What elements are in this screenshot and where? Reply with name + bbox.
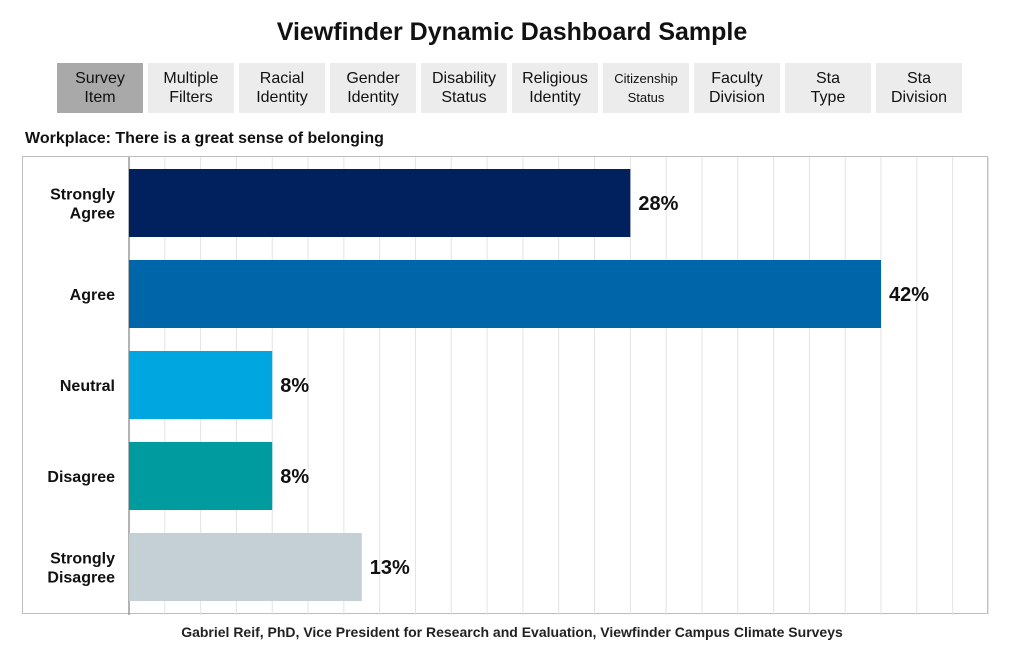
bar-neutral[interactable] xyxy=(129,351,273,419)
value-label: 28% xyxy=(638,193,678,215)
tab-citizenship-status[interactable]: Citizenship Status xyxy=(603,63,689,113)
category-label: Strongly Agree xyxy=(50,187,115,223)
tab-multiple-filters[interactable]: Multiple Filters xyxy=(148,63,234,113)
tab-label: Citizenship Status xyxy=(614,71,678,105)
bar-strongly-agree[interactable] xyxy=(129,169,631,237)
chart-frame: 28% Strongly Agree 42% Agree 8% Neutral 8% Disag… xyxy=(22,156,989,615)
tab-gender-identity[interactable]: Gender Identity xyxy=(330,63,416,113)
tab-faculty-division[interactable]: Faculty Division xyxy=(694,63,780,113)
bar-disagree[interactable] xyxy=(129,442,273,510)
category-label: Agree xyxy=(70,287,115,304)
tab-label: Gender Identity xyxy=(346,70,400,106)
category-label: Strongly Disagree xyxy=(47,551,115,587)
bar-chart: 28% Strongly Agree 42% Agree 8% Neutral 8% Disag… xyxy=(47,157,989,615)
tab-religious-identity[interactable]: Religious Identity xyxy=(512,63,598,113)
value-label: 8% xyxy=(280,466,309,488)
category-label: Disagree xyxy=(47,469,115,486)
filter-tabs: Survey Item Multiple Filters Racial Identi… xyxy=(57,63,962,113)
tab-racial-identity[interactable]: Racial Identity xyxy=(239,63,325,113)
tab-label: Religious Identity xyxy=(522,70,588,106)
tab-label: Faculty Division xyxy=(708,70,765,106)
bar-strongly-disagree[interactable] xyxy=(129,533,362,601)
value-label: 42% xyxy=(889,284,929,306)
tab-label: Sta Division xyxy=(890,70,947,106)
tab-label: Sta Type xyxy=(810,70,846,106)
tab-survey-item[interactable]: Survey Item xyxy=(57,63,143,113)
footer-credit: Gabriel Reif, PhD, Vice President for Re… xyxy=(181,624,843,640)
tab-label: Multiple Filters xyxy=(163,70,219,106)
tab-disability-status[interactable]: Disability Status xyxy=(421,63,507,113)
tab-sta-type[interactable]: Sta Type xyxy=(785,63,871,113)
bar-agree[interactable] xyxy=(129,260,881,328)
value-label: 13% xyxy=(370,557,410,579)
tab-label: Racial Identity xyxy=(256,70,308,106)
dashboard-title: Viewfinder Dynamic Dashboard Sample xyxy=(276,18,748,46)
category-label: Neutral xyxy=(60,378,115,395)
tab-label: Survey Item xyxy=(75,70,125,106)
value-label: 8% xyxy=(280,375,309,397)
tab-sta-division[interactable]: Sta Division xyxy=(876,63,962,113)
survey-item-question: Workplace: There is a great sense of bel… xyxy=(25,130,384,147)
tab-label: Disability Status xyxy=(431,70,496,106)
